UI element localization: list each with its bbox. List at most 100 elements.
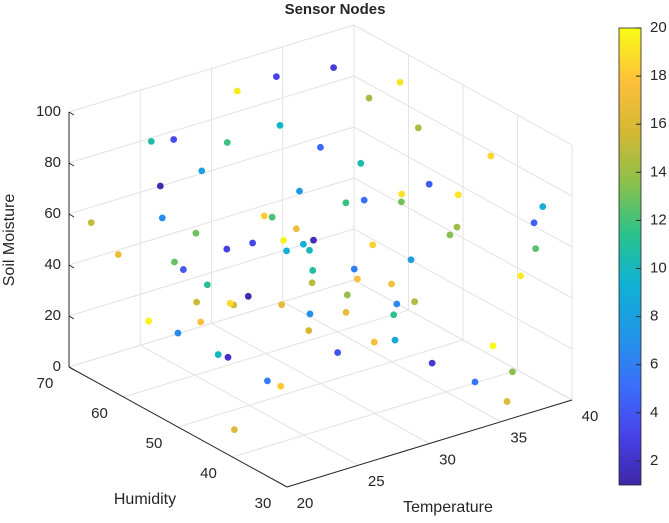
z-axis-label: Soil Moisture — [1, 194, 18, 287]
x-tick-label: 35 — [510, 430, 527, 447]
data-point — [296, 187, 303, 195]
data-point — [393, 300, 401, 308]
data-point — [305, 327, 313, 334]
data-point — [334, 349, 342, 356]
data-point — [197, 318, 205, 326]
y-tick-label: 40 — [200, 465, 217, 482]
data-point — [299, 240, 307, 248]
grid-line — [123, 309, 409, 398]
data-point — [411, 298, 418, 306]
data-point — [174, 329, 182, 337]
data-point — [471, 378, 479, 386]
colorbar-tick-label: 18 — [650, 67, 667, 84]
data-point — [388, 280, 395, 288]
colorbar-tick-label: 8 — [650, 308, 658, 325]
colorbar-tick-label: 2 — [650, 452, 658, 469]
grid-line — [68, 279, 355, 368]
grid-line — [68, 177, 355, 266]
colorbar — [618, 27, 642, 486]
y-tick-label: 50 — [146, 435, 163, 452]
data-point — [230, 426, 238, 434]
data-point — [365, 94, 373, 102]
data-point — [158, 214, 166, 222]
data-point — [192, 229, 200, 237]
z-tick-mark — [68, 366, 75, 371]
grid-line — [177, 339, 464, 428]
data-point — [487, 152, 495, 160]
data-point — [114, 251, 122, 258]
z-tick-label: 20 — [44, 307, 61, 324]
data-point — [260, 212, 268, 220]
data-point — [309, 267, 317, 274]
colorbar-tick-label: 12 — [650, 211, 667, 228]
data-point — [224, 353, 232, 361]
x-tick-label: 40 — [582, 408, 599, 425]
y-axis-label: Humidity — [114, 491, 176, 508]
data-point — [530, 219, 538, 227]
data-point — [171, 258, 178, 266]
data-point — [539, 203, 547, 211]
chart-title: Sensor Nodes — [285, 1, 386, 18]
data-point — [353, 275, 361, 283]
data-point — [276, 121, 284, 129]
colorbar-tick-label: 20 — [650, 19, 667, 36]
data-point — [396, 78, 404, 86]
data-point — [489, 342, 497, 350]
data-point — [453, 223, 461, 231]
data-point — [503, 398, 511, 405]
data-point — [407, 256, 415, 264]
data-point — [398, 190, 406, 198]
data-point — [350, 265, 358, 273]
data-point — [330, 64, 337, 72]
data-point — [223, 139, 231, 146]
data-point — [517, 272, 525, 280]
colorbar-tick-label: 6 — [650, 356, 658, 373]
data-point — [272, 73, 280, 81]
colorbar-tick-label: 10 — [650, 259, 667, 276]
z-tick-label: 100 — [36, 103, 61, 120]
data-point — [277, 382, 285, 390]
data-point — [87, 219, 95, 226]
z-tick-mark — [68, 162, 75, 167]
colorbar-tick-label: 16 — [650, 115, 667, 132]
data-point — [244, 292, 252, 300]
data-point — [278, 301, 286, 309]
data-point — [425, 180, 433, 188]
data-point — [369, 241, 377, 249]
data-point — [306, 246, 313, 254]
data-point — [391, 336, 399, 344]
data-point — [156, 182, 164, 190]
x-tick-label: 20 — [297, 495, 314, 512]
grid-line — [353, 279, 573, 401]
x-tick-label: 25 — [368, 473, 385, 490]
data-point — [147, 137, 155, 145]
colorbar-tick-label: 4 — [650, 404, 658, 421]
data-point — [343, 291, 351, 299]
data-point — [226, 299, 234, 307]
x-axis-label: Temperature — [403, 499, 493, 516]
data-point — [170, 136, 178, 143]
grid-line — [232, 369, 518, 458]
data-point — [145, 317, 153, 325]
grid-line — [353, 126, 573, 248]
grid-line — [353, 228, 573, 350]
grid-line — [68, 126, 355, 215]
z-tick-mark — [68, 213, 75, 218]
data-point — [370, 338, 378, 346]
data-point — [414, 124, 422, 132]
data-point — [233, 87, 241, 95]
z-tick-label: 40 — [44, 256, 61, 273]
grid-line — [353, 177, 573, 299]
data-point — [454, 191, 462, 199]
data-point — [317, 143, 324, 151]
data-point — [509, 368, 516, 376]
grid — [68, 24, 573, 488]
z-tick-mark — [68, 315, 75, 320]
data-point — [398, 198, 405, 206]
data-point — [193, 298, 201, 306]
y-tick-label: 30 — [255, 495, 272, 512]
data-point — [532, 245, 540, 252]
data-point — [428, 359, 436, 367]
z-tick-label: 80 — [44, 154, 61, 171]
